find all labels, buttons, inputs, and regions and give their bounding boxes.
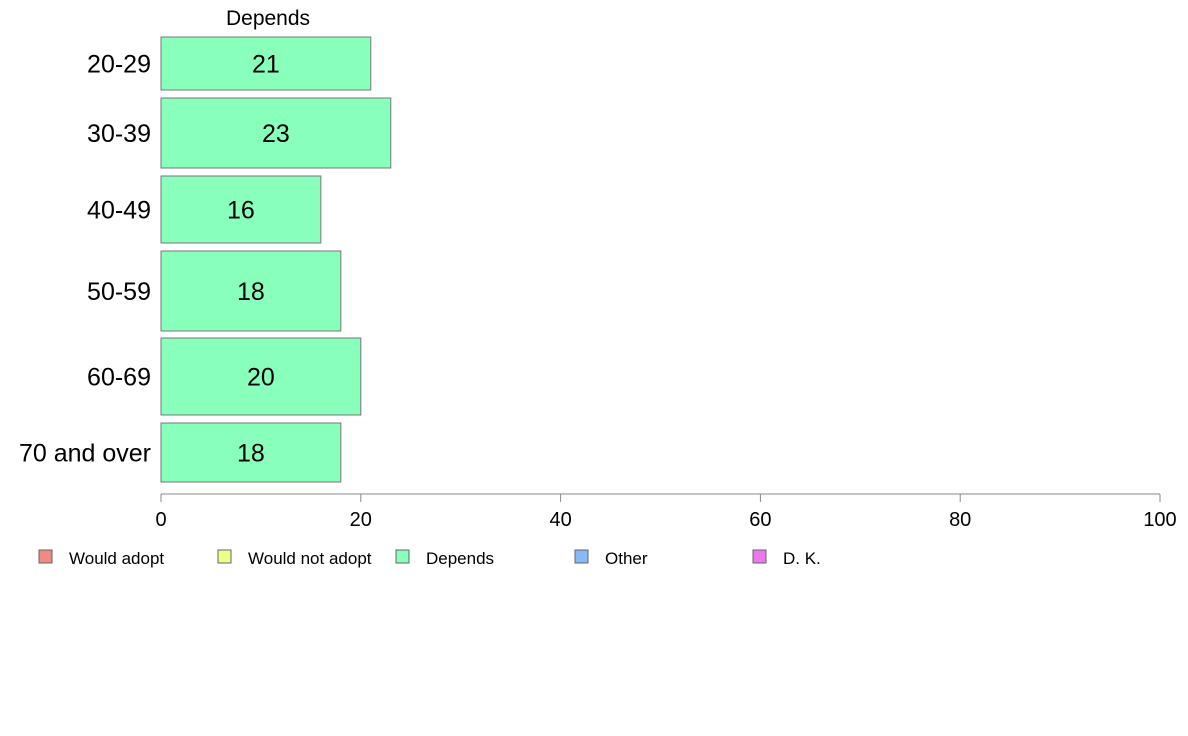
legend-swatch — [217, 549, 232, 564]
legend-label: Would not adopt — [248, 549, 372, 568]
category-label: 20-29 — [87, 51, 151, 79]
category-label: 50-59 — [87, 278, 151, 306]
legend-label: D. K. — [783, 549, 821, 568]
legend-swatch — [38, 549, 53, 564]
legend: Would adopt Would not adopt Depends Other D.… — [38, 549, 821, 568]
x-tick-label: 100 — [1143, 509, 1176, 531]
bar — [160, 250, 342, 332]
legend-swatch — [395, 549, 410, 564]
legend-swatch — [574, 549, 589, 564]
bar-value-label: 18 — [237, 278, 265, 306]
category-label: 60-69 — [87, 364, 151, 392]
bar — [160, 36, 372, 91]
x-tick-label: 40 — [549, 509, 571, 531]
x-tick-label: 60 — [749, 509, 771, 531]
bar-value-label: 20 — [247, 364, 275, 392]
legend-label: Other — [605, 549, 648, 568]
bar — [160, 97, 392, 169]
x-tick-label: 0 — [155, 509, 166, 531]
legend-label: Would adopt — [69, 549, 164, 568]
bar-value-label: 18 — [237, 440, 265, 468]
bar-group: 20-29 21 30-39 23 40-49 16 50-59 18 60-69 20 70 an… — [19, 36, 392, 483]
legend-swatch — [752, 549, 767, 564]
x-axis: 0 20 40 60 80 100 — [155, 493, 1177, 531]
legend-label: Depends — [426, 549, 494, 568]
bar-value-label: 23 — [262, 120, 290, 148]
chart-title: Depends — [226, 7, 310, 30]
x-tick-label: 20 — [350, 509, 372, 531]
category-label: 30-39 — [87, 120, 151, 148]
bar — [160, 422, 342, 483]
category-label: 70 and over — [19, 440, 151, 468]
bar-value-label: 16 — [227, 197, 255, 225]
bar — [160, 337, 362, 416]
bar-value-label: 21 — [252, 51, 280, 79]
x-tick-label: 80 — [949, 509, 971, 531]
category-label: 40-49 — [87, 197, 151, 225]
bar — [160, 175, 322, 244]
